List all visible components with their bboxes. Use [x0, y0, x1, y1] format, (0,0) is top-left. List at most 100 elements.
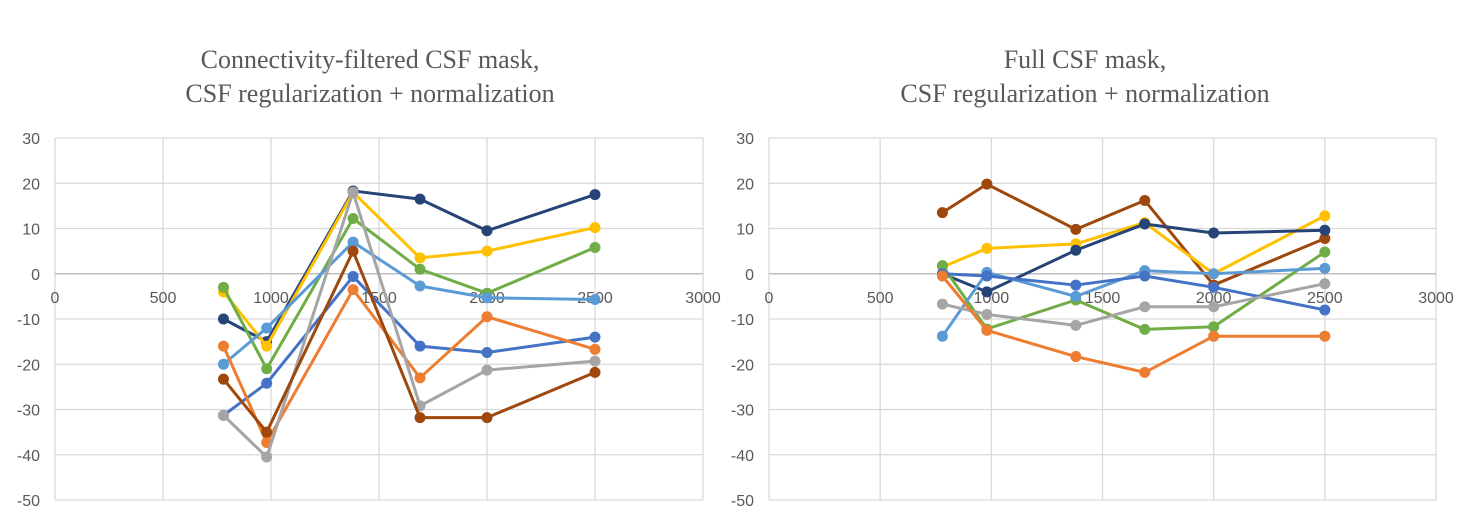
data-point [936, 330, 948, 342]
series-1 [217, 185, 601, 348]
chart-left: 3020100-10-20-30-40-50050010001500200025… [17, 131, 721, 510]
data-point [481, 245, 493, 257]
data-point [347, 213, 359, 225]
data-point [347, 270, 359, 282]
data-point [981, 270, 993, 282]
x-tick-label: 3000 [1418, 290, 1454, 307]
y-tick-label: 30 [736, 131, 754, 148]
x-tick-label: 2000 [1196, 290, 1232, 307]
data-point [1070, 279, 1082, 291]
data-point [1319, 232, 1331, 244]
data-point [1139, 301, 1151, 313]
data-point [217, 409, 229, 421]
y-tick-label: -30 [17, 403, 40, 420]
data-point [1208, 330, 1220, 342]
data-point [414, 280, 426, 292]
y-tick-label: 30 [22, 131, 40, 148]
data-point [981, 286, 993, 298]
y-tick-label: 20 [22, 176, 40, 193]
series-line [941, 222, 1325, 294]
data-point [347, 284, 359, 296]
series-line [942, 282, 1326, 327]
y-tick-label: -50 [731, 493, 754, 510]
data-point [981, 308, 993, 320]
data-point [936, 270, 948, 282]
data-point [414, 372, 426, 384]
data-point [481, 225, 493, 237]
data-point [1319, 330, 1331, 342]
series-3 [936, 218, 1331, 298]
data-point [347, 186, 359, 198]
x-tick-label: 1500 [1085, 290, 1121, 307]
series-line [941, 182, 1326, 287]
data-point [481, 412, 493, 424]
y-tick-label: -20 [731, 357, 754, 374]
data-point [1070, 223, 1082, 235]
x-tick-label: 500 [867, 290, 894, 307]
series-line [222, 274, 596, 417]
series-line [222, 190, 596, 459]
chart-title-left-line-1: Connectivity-filtered CSF mask, [200, 45, 540, 74]
data-point [1139, 218, 1151, 230]
series-line [941, 214, 1326, 276]
data-point [481, 311, 493, 323]
chart-title-right-line-2: CSF regularization + normalization [900, 79, 1270, 108]
data-point [1070, 290, 1082, 302]
data-point [1208, 321, 1220, 333]
series-7 [936, 278, 1331, 331]
chart-title-left-line-2: CSF regularization + normalization [185, 79, 555, 108]
data-point [1139, 366, 1151, 378]
data-point [261, 377, 273, 389]
data-point [481, 346, 493, 358]
data-point [217, 358, 229, 370]
data-point [1208, 268, 1220, 280]
series-line [942, 272, 1326, 312]
y-tick-label: 10 [736, 222, 754, 239]
data-point [589, 331, 601, 343]
data-point [981, 242, 993, 254]
data-point [936, 207, 948, 219]
data-point [1139, 323, 1151, 335]
y-tick-label: 0 [745, 267, 754, 284]
data-point [1070, 351, 1082, 363]
data-point [1139, 270, 1151, 282]
y-tick-label: -50 [17, 493, 40, 510]
data-point [217, 281, 229, 293]
series-line [941, 275, 1325, 374]
y-tick-label: -20 [17, 357, 40, 374]
data-point [217, 313, 229, 325]
data-point [1208, 281, 1220, 293]
data-point [414, 340, 426, 352]
data-point [1319, 262, 1331, 274]
x-tick-label: 0 [51, 290, 60, 307]
data-point [1319, 278, 1331, 290]
data-point [1208, 301, 1220, 313]
y-tick-label: -30 [731, 403, 754, 420]
x-tick-label: 1000 [253, 290, 289, 307]
data-point [261, 322, 273, 334]
series-4 [217, 236, 601, 370]
data-point [217, 340, 229, 352]
data-point [936, 298, 948, 310]
data-point [589, 343, 601, 355]
x-tick-label: 2500 [1307, 290, 1343, 307]
data-point [1070, 319, 1082, 331]
y-tick-label: -10 [731, 312, 754, 329]
series-line [222, 217, 596, 371]
y-tick-label: 10 [22, 222, 40, 239]
chart-title-left: Connectivity-filtered CSF mask, CSF regu… [20, 43, 720, 111]
series-line [941, 266, 1325, 338]
x-tick-label: 3000 [685, 290, 721, 307]
series-8 [217, 245, 601, 438]
data-point [481, 364, 493, 376]
series-1 [936, 178, 1331, 291]
data-point [347, 236, 359, 248]
series-line [222, 240, 596, 366]
y-tick-label: 0 [31, 267, 40, 284]
chart-title-right: Full CSF mask, CSF regularization + norm… [735, 43, 1435, 111]
y-tick-label: -40 [17, 448, 40, 465]
data-point [347, 245, 359, 257]
data-point [414, 263, 426, 275]
